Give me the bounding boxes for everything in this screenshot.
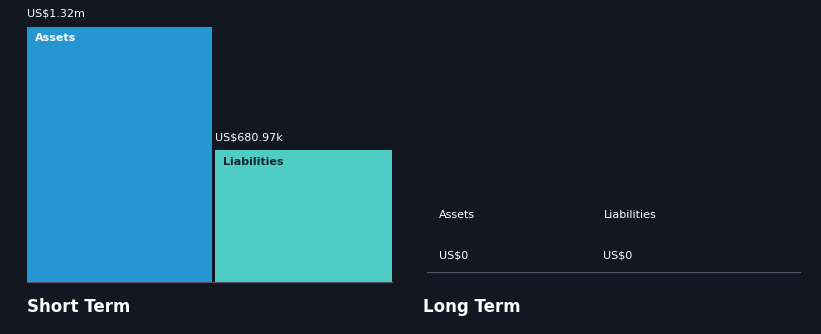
Text: US$0: US$0 <box>439 250 469 261</box>
Bar <box>27 27 212 282</box>
Text: US$0: US$0 <box>603 250 633 261</box>
Text: Short Term: Short Term <box>27 298 131 316</box>
Text: US$1.32m: US$1.32m <box>27 8 85 18</box>
Text: Assets: Assets <box>35 33 76 43</box>
Text: US$680.97k: US$680.97k <box>215 132 283 142</box>
Text: Liabilities: Liabilities <box>223 157 284 167</box>
Text: Long Term: Long Term <box>423 298 521 316</box>
Bar <box>215 150 392 282</box>
Text: Assets: Assets <box>439 210 475 220</box>
Text: Liabilities: Liabilities <box>603 210 656 220</box>
